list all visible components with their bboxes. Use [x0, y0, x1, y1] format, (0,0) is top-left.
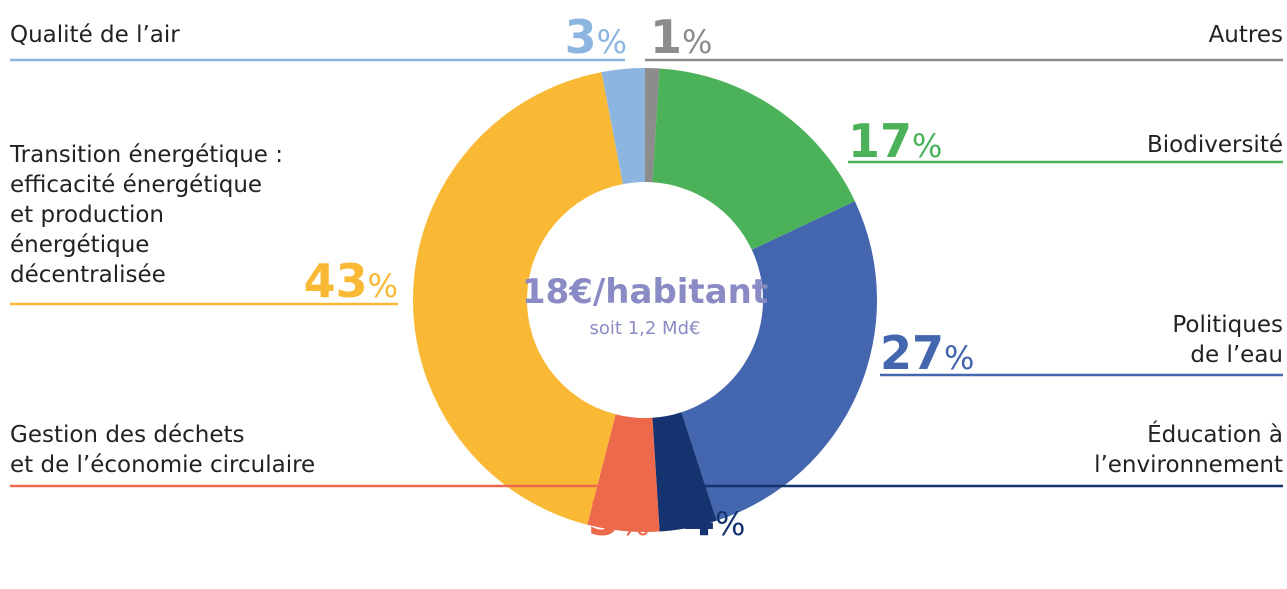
- value-number: 1: [650, 10, 683, 64]
- category-label: Qualité de l’air: [10, 22, 180, 48]
- value-number: 4: [683, 492, 716, 546]
- donut-segment: [645, 68, 660, 183]
- category-label: Transition énergétique : efficacité éner…: [10, 142, 284, 288]
- value-unit: %: [912, 127, 943, 165]
- value-number: 5: [587, 492, 620, 546]
- donut-segment: [652, 68, 855, 250]
- value-label: 43%: [304, 258, 398, 304]
- value-unit: %: [682, 23, 713, 61]
- value-label: 4%: [683, 496, 745, 542]
- value-unit: %: [619, 505, 650, 543]
- value-unit: %: [944, 339, 975, 377]
- donut-segment: [412, 72, 623, 525]
- value-label: 17%: [848, 118, 942, 164]
- donut-segment: [652, 412, 717, 532]
- value-number: 43: [303, 254, 368, 308]
- chart-subtitle: soit 1,2 Md€: [589, 318, 701, 339]
- value-unit: %: [715, 505, 746, 543]
- value-label: 5%: [588, 496, 650, 542]
- donut-segment: [587, 414, 660, 532]
- value-label: 27%: [880, 330, 974, 376]
- value-label: 3%: [565, 14, 627, 60]
- category-label: Autres: [1208, 22, 1283, 48]
- value-number: 17: [848, 114, 913, 168]
- value-number: 27: [880, 326, 945, 380]
- donut-segment: [601, 68, 645, 185]
- chart-title: 18€/habitant: [521, 272, 769, 312]
- value-number: 3: [564, 10, 597, 64]
- category-label: Biodiversité: [1147, 132, 1283, 158]
- category-label: Politiques de l’eau: [1172, 312, 1283, 368]
- value-unit: %: [367, 267, 398, 305]
- category-label: Éducation à l’environnement: [1094, 422, 1283, 478]
- value-label: 1%: [650, 14, 712, 60]
- donut-segment: [681, 201, 877, 521]
- category-label: Gestion des déchets et de l’économie cir…: [10, 422, 316, 478]
- value-unit: %: [596, 23, 627, 61]
